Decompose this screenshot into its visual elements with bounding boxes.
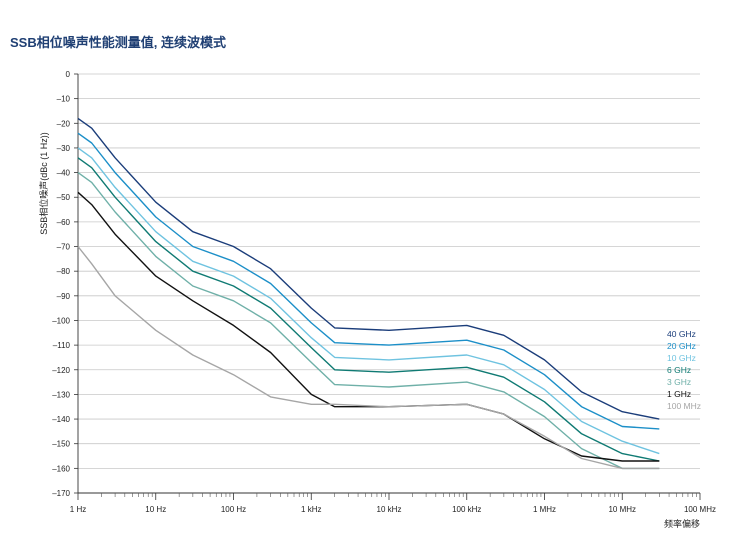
series-line-20-ghz [77, 132, 660, 430]
x-tick-label: 1 kHz [301, 505, 321, 514]
y-tick-label: –20 [57, 119, 71, 128]
y-tick-label: –90 [57, 292, 71, 301]
y-tick-label: –50 [57, 193, 71, 202]
legend-entry: 40 GHz [667, 329, 696, 339]
series-line-100-mhz [77, 246, 660, 470]
y-tick-label: –130 [52, 390, 70, 399]
legend-entry: 1 GHz [667, 389, 691, 399]
y-tick-label: –100 [52, 316, 70, 325]
x-tick-label: 100 Hz [221, 505, 246, 514]
grid-layer [78, 73, 700, 469]
x-tick-label: 1 MHz [533, 505, 556, 514]
y-tick-label: –150 [52, 440, 70, 449]
x-tick-label: 100 MHz [684, 505, 716, 514]
x-tick-label: 10 kHz [377, 505, 402, 514]
y-tick-label: –60 [57, 218, 71, 227]
legend-entry: 100 MHz [667, 401, 701, 411]
x-tick-label: 1 Hz [70, 505, 86, 514]
series-line-3-ghz [77, 172, 660, 470]
series-layer [77, 117, 660, 470]
y-axis-label: SSB相位噪声(dBc (1 Hz)) [38, 132, 49, 235]
y-tick-label: –10 [57, 95, 71, 104]
legend-entry: 10 GHz [667, 353, 696, 363]
y-tick-label: –120 [52, 366, 70, 375]
chart-title: SSB相位噪声性能测量值, 连续波模式 [10, 35, 226, 50]
x-axis-label: 频率偏移 [664, 518, 700, 529]
y-tick-label: –110 [53, 341, 71, 350]
legend-entry: 3 GHz [667, 377, 691, 387]
y-tick-label: –30 [57, 144, 71, 153]
y-tick-label: –70 [57, 243, 71, 252]
series-line-10-ghz [77, 147, 660, 455]
y-tick-label: –40 [57, 169, 71, 178]
x-tick-label: 100 kHz [452, 505, 481, 514]
y-tick-label: –80 [57, 267, 71, 276]
legend-entry: 20 GHz [667, 341, 696, 351]
y-tick-label: –170 [52, 489, 70, 498]
series-line-40-ghz [77, 117, 660, 420]
x-tick-label: 10 Hz [145, 505, 166, 514]
legend-entry: 6 GHz [667, 365, 691, 375]
y-tick-label: –140 [52, 415, 70, 424]
series-line-1-ghz [77, 191, 660, 462]
legend-layer: 40 GHz 20 GHz 10 GHz 6 GHz 3 GHz 1 GHz 100 MHz [667, 329, 701, 411]
y-tick-label: –160 [52, 464, 70, 473]
axes-layer: 0 –10 –20 –30 –40 –50 –60 –70 –80 –90 –100 –110 –120… [52, 70, 716, 514]
x-tick-label: 10 MHz [608, 505, 636, 514]
series-line-6-ghz [77, 157, 660, 462]
y-tick-label: 0 [66, 70, 71, 79]
